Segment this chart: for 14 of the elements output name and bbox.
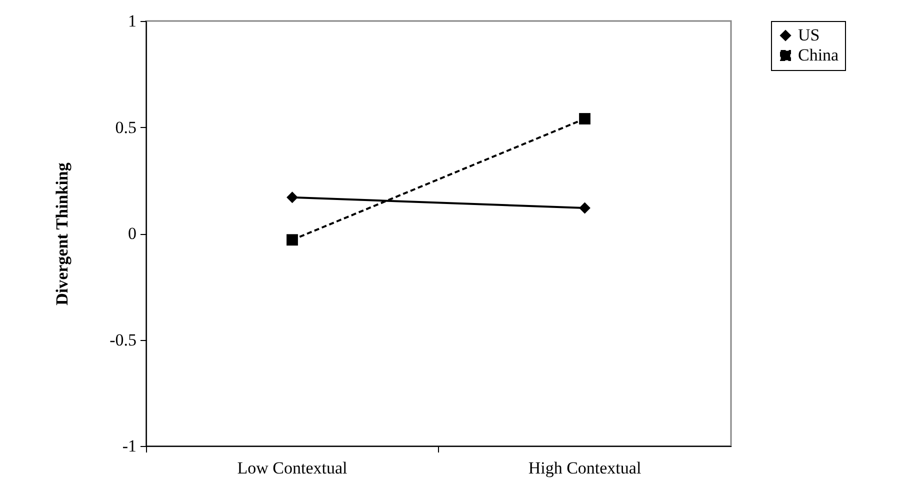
point [579,113,590,124]
y-tick-label: 0.5 [115,118,136,137]
legend-label: US [798,26,820,44]
point [286,192,298,204]
y-tick-label: -0.5 [110,330,136,350]
y-axis-title: Divergent Thinking [52,162,72,306]
point [286,234,298,246]
point [579,202,590,214]
y-tick-label: 0 [128,224,136,243]
y-tick-label: -1 [122,436,136,456]
x-tick-label: High Contextual [528,458,642,478]
x-tick-label: Low Contextual [237,458,348,478]
legend-label: China [798,46,840,64]
y-tick-label: 1 [128,12,136,30]
